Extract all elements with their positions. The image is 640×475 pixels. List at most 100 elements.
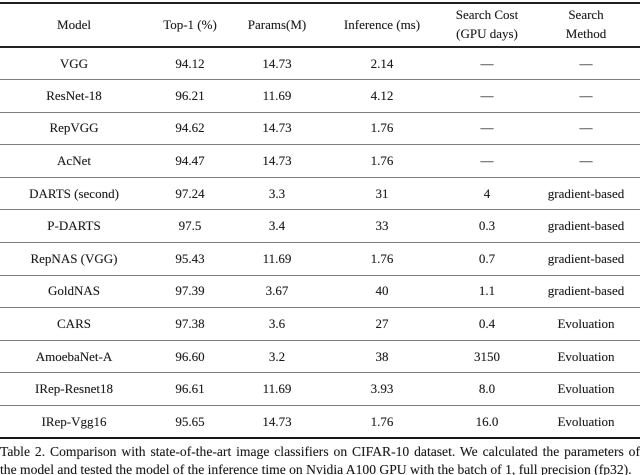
cell-params: 11.69	[232, 79, 322, 113]
cell-inference: 38	[322, 339, 442, 373]
col-header-search-cost: Search Cost (GPU days)	[442, 3, 532, 48]
cell-inference: 33	[322, 209, 442, 243]
cell-search-method: Evoluation	[532, 405, 640, 439]
cell-search-method: gradient-based	[532, 176, 640, 210]
cell-top1: 94.62	[148, 111, 232, 145]
col-header-search-cost-line2: (GPU days)	[456, 26, 518, 41]
cell-model: RepVGG	[0, 111, 148, 145]
cell-model: RepNAS (VGG)	[0, 242, 148, 276]
table-row-repnas-vgg: RepNAS (VGG) 95.43 11.69 1.76 0.7 gradie…	[0, 242, 640, 276]
cell-params: 3.6	[232, 307, 322, 341]
cell-search-method: gradient-based	[532, 209, 640, 243]
cell-model: AcNet	[0, 144, 148, 178]
cell-top1: 96.21	[148, 79, 232, 113]
cell-search-cost: 4	[442, 176, 532, 210]
col-header-top1-line1: Top-1 (%)	[163, 16, 217, 32]
cell-search-method: gradient-based	[532, 242, 640, 276]
cell-search-method: —	[532, 111, 640, 145]
cell-top1: 97.24	[148, 176, 232, 210]
col-header-search-cost-line1: Search Cost	[455, 7, 519, 23]
table-row-cars: CARS 97.38 3.6 27 0.4 Evoluation	[0, 307, 640, 341]
cell-top1: 96.60	[148, 339, 232, 373]
cell-model: ResNet-18	[0, 79, 148, 113]
col-header-inference-line1: Inference (ms)	[343, 16, 421, 32]
cell-model: AmoebaNet-A	[0, 339, 148, 373]
cell-search-method: —	[532, 144, 640, 178]
cell-search-method: —	[579, 55, 593, 71]
cell-params: 14.73	[232, 405, 322, 439]
table-header-row: Model Top-1 (%) Params(M) Inference (ms)…	[0, 3, 640, 48]
table-row-pdarts: P-DARTS 97.5 3.4 33 0.3 gradient-based	[0, 209, 640, 243]
cell-model: CARS	[0, 307, 148, 341]
cell-search-cost: —	[442, 111, 532, 145]
cell-inference: 4.12	[322, 79, 442, 113]
cell-inference: 27	[322, 307, 442, 341]
table-row-irep-vgg16: IRep-Vgg16 95.65 14.73 1.76 16.0 Evoluat…	[0, 405, 640, 439]
cell-top1: 97.39	[148, 274, 232, 308]
cell-top1: 97.5	[148, 209, 232, 243]
cell-params: 11.69	[232, 372, 322, 406]
col-header-inference: Inference (ms)	[322, 3, 442, 48]
cell-model: IRep-Resnet18	[0, 372, 148, 406]
cell-search-cost: —	[442, 79, 532, 113]
cell-top1: 94.47	[148, 144, 232, 178]
cell-params: 14.73	[232, 111, 322, 145]
cell-top1: 95.65	[148, 405, 232, 439]
cell-search-method: Evoluation	[532, 339, 640, 373]
cell-search-cost: —	[442, 144, 532, 178]
table-caption-line1: Table 2. Comparison with state-of-the-ar…	[0, 444, 640, 459]
cell-params: 3.2	[232, 339, 322, 373]
cell-params: 14.73	[262, 55, 292, 71]
cell-inference: 40	[322, 274, 442, 308]
cell-search-cost: 0.4	[442, 307, 532, 341]
cell-inference: 1.76	[322, 144, 442, 178]
col-header-search-method-line2: Method	[565, 26, 607, 41]
cell-search-cost: 1.1	[442, 274, 532, 308]
cell-model: GoldNAS	[0, 274, 148, 308]
cell-search-cost: 8.0	[442, 372, 532, 406]
cell-params: 14.73	[232, 144, 322, 178]
cell-params: 3.3	[232, 176, 322, 210]
cell-params: 3.4	[232, 209, 322, 243]
table-caption-line2: the model and tested the model of the in…	[0, 462, 632, 475]
table-caption: Table 2. Comparison with state-of-the-ar…	[0, 443, 640, 475]
table-row-resnet18: ResNet-18 96.21 11.69 4.12 — —	[0, 79, 640, 113]
table-row-darts-second: DARTS (second) 97.24 3.3 31 4 gradient-b…	[0, 176, 640, 210]
col-header-params-line1: Params(M)	[247, 16, 307, 32]
table-row-vgg: VGG 94.12 14.73 2.14 — —	[0, 47, 640, 80]
cell-top1: 94.12	[175, 55, 205, 71]
table-row-amoebanet-a: AmoebaNet-A 96.60 3.2 38 3150 Evoluation	[0, 339, 640, 373]
col-header-model: Model	[0, 3, 148, 48]
col-header-model-line1: Model	[57, 16, 91, 32]
cell-inference: 1.76	[322, 242, 442, 276]
cell-inference: 3.93	[322, 372, 442, 406]
cell-search-method: —	[532, 79, 640, 113]
cell-search-cost: 16.0	[442, 405, 532, 439]
cell-search-method: Evoluation	[532, 372, 640, 406]
table-row-irep-resnet18: IRep-Resnet18 96.61 11.69 3.93 8.0 Evolu…	[0, 372, 640, 406]
cell-search-cost: 0.7	[442, 242, 532, 276]
col-header-params: Params(M)	[232, 3, 322, 48]
cell-search-cost: —	[480, 55, 494, 71]
col-header-search-method-line1: Search	[568, 7, 604, 23]
cell-inference: 31	[322, 176, 442, 210]
cell-search-cost: 0.3	[442, 209, 532, 243]
cell-inference: 2.14	[370, 55, 394, 71]
cell-search-method: gradient-based	[532, 274, 640, 308]
col-header-search-method: Search Method	[532, 3, 640, 48]
cell-model: IRep-Vgg16	[0, 405, 148, 439]
cell-top1: 97.38	[148, 307, 232, 341]
cell-top1: 96.61	[148, 372, 232, 406]
cell-search-method: Evoluation	[532, 307, 640, 341]
table-row-repvgg: RepVGG 94.62 14.73 1.76 — —	[0, 111, 640, 145]
cell-model: P-DARTS	[0, 209, 148, 243]
cell-top1: 95.43	[148, 242, 232, 276]
cell-inference: 1.76	[322, 405, 442, 439]
cell-model: VGG	[59, 55, 89, 71]
cell-params: 3.67	[232, 274, 322, 308]
cell-model: DARTS (second)	[0, 176, 148, 210]
cell-search-cost: 3150	[442, 339, 532, 373]
table-row-goldnas: GoldNAS 97.39 3.67 40 1.1 gradient-based	[0, 274, 640, 308]
comparison-table: Model Top-1 (%) Params(M) Inference (ms)…	[0, 2, 640, 440]
